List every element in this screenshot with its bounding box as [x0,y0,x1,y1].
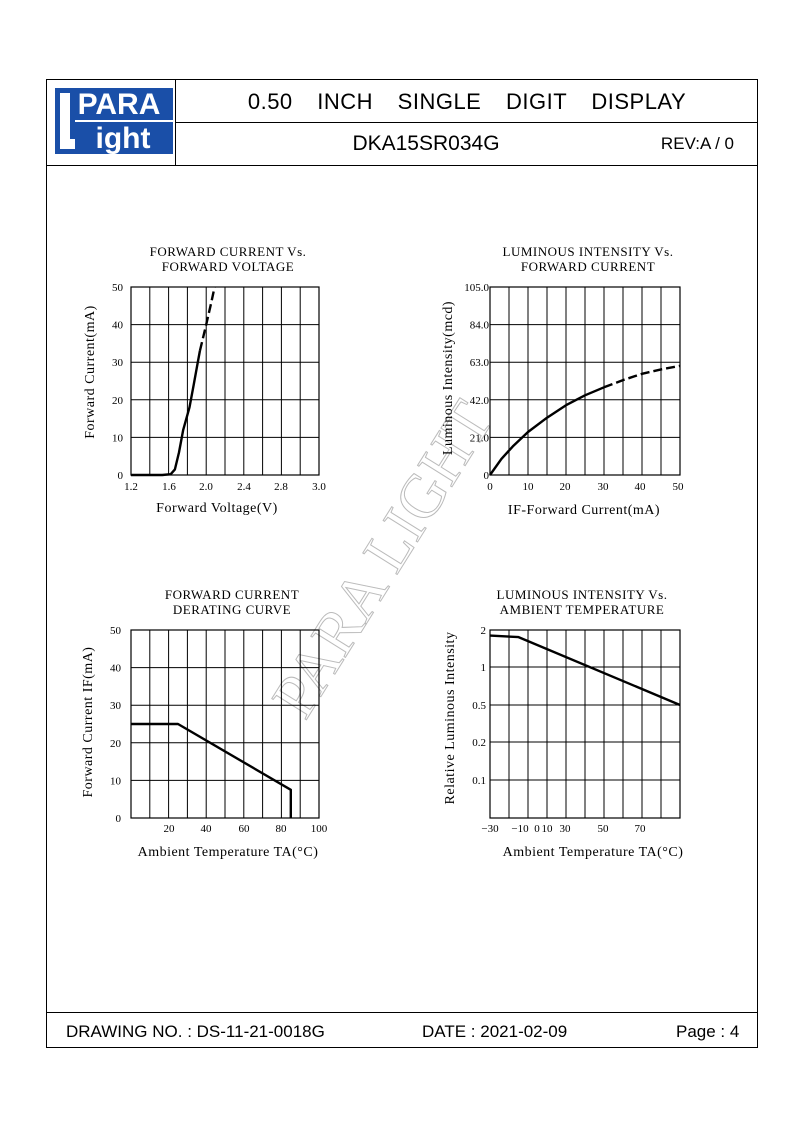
page-border [46,79,758,1048]
y-tick-label: 30 [112,357,124,369]
part-number: DKA15SR034G [352,132,500,155]
series-line-1 [131,350,202,477]
chart-title: LUMINOUS INTENSITY Vs. [503,244,674,259]
y-tick-label: 2 [481,625,487,637]
x-tick-label: 30 [598,481,610,493]
x-tick-label: 60 [239,823,251,835]
y-tick-label: 0 [484,470,490,482]
y-axis-label: Luminous Intensity(mcd) [441,301,456,455]
y-tick-label: 10 [112,432,124,444]
header-divider-bottom [46,165,758,166]
para-light-logo: PARA ight [55,88,173,155]
chart-grid [489,629,681,819]
x-tick-label: 80 [276,823,288,835]
x-tick-label: 10 [523,481,535,493]
x-tick-label: 2.8 [274,481,288,493]
x-tick-label: 20 [164,823,176,835]
x-axis-label: IF-Forward Current(mA) [508,503,660,518]
y-tick-label: 21.0 [470,432,490,444]
chart-4: LUMINOUS INTENSITY Vs.AMBIENT TEMPERATUR… [443,587,683,860]
plot-frame [130,286,320,476]
chart-2: LUMINOUS INTENSITY Vs.FORWARD CURRENT 0 10… [441,244,684,518]
x-tick-label: 1.2 [124,481,138,493]
y-axis-label: Relative Luminous Intensity [443,632,458,805]
logo-bottom-text: ight [96,122,151,155]
chart-title: FORWARD CURRENT Vs. [150,244,307,259]
x-tick-label: 2.4 [237,481,251,493]
y-tick-label: 0.2 [472,737,486,749]
logo-l-inner [60,93,70,149]
x-tick-label: 50 [598,823,610,835]
x-axis-label: Forward Voltage(V) [156,501,278,516]
y-tick-label: 0 [116,813,122,825]
series-line-2 [603,364,681,389]
x-tick-label: 30 [560,823,572,835]
series-line-1 [489,386,605,476]
chart-subtitle: FORWARD VOLTAGE [162,259,295,274]
x-tick-label: 70 [635,823,647,835]
plot-frame [489,286,681,476]
x-tick-label: 1.6 [162,481,176,493]
chart-title: LUMINOUS INTENSITY Vs. [497,587,668,602]
series-line-2 [198,286,216,352]
x-tick-label: −30 [481,823,499,835]
y-tick-label: 105.0 [464,282,489,294]
logo-l-foot [60,139,75,149]
y-tick-label: 63.0 [470,357,490,369]
header-divider-middle [175,122,758,123]
footer-divider [46,1012,758,1013]
logo-bottom-block [75,122,173,154]
x-tick-label: 50 [673,481,685,493]
x-tick-label: 0 [534,823,540,835]
y-axis-label: Forward Current IF(mA) [81,647,96,798]
logo-top-text: PARA [78,88,161,121]
y-tick-label: 30 [110,700,122,712]
x-axis-label: Ambient Temperature TA(°C) [138,845,319,860]
series-line-1 [131,722,292,818]
y-tick-label: 0.1 [472,775,486,787]
y-tick-label: 1 [481,662,487,674]
y-tick-label: 20 [112,395,124,407]
logo-top-block [61,88,173,120]
x-tick-label: 10 [542,823,554,835]
plot-frame [489,629,681,819]
y-tick-label: 42.0 [470,395,490,407]
chart-subtitle: AMBIENT TEMPERATURE [500,602,665,617]
x-tick-label: 2.0 [199,481,213,493]
chart-grid [489,286,681,476]
revision-label: REV:A / 0 [660,134,734,153]
y-tick-label: 0 [118,470,124,482]
x-tick-label: 3.0 [312,481,326,493]
x-tick-label: 100 [311,823,328,835]
x-tick-label: 40 [635,481,647,493]
y-tick-label: 84.0 [470,320,490,332]
page-number: Page : 4 [676,1022,740,1041]
y-axis-label: Forward Current(mA) [83,305,98,439]
x-tick-label: −10 [511,823,529,835]
chart-subtitle: FORWARD CURRENT [521,259,655,274]
y-tick-label: 50 [112,282,124,294]
y-tick-label: 40 [110,663,122,675]
series-line-1 [489,634,681,707]
chart-1: FORWARD CURRENT Vs.FORWARD VOLTAGE 1.2 1.6… [83,244,326,516]
chart-title: FORWARD CURRENT [165,587,299,602]
y-tick-label: 20 [110,738,122,750]
chart-grid [130,286,320,476]
y-tick-label: 0.5 [472,700,486,712]
y-tick-label: 50 [110,625,122,637]
x-tick-label: 0 [487,481,493,493]
x-tick-label: 20 [560,481,572,493]
x-tick-label: 40 [201,823,213,835]
x-axis-label: Ambient Temperature TA(°C) [503,845,684,860]
document-title: 0.50 INCH SINGLE DIGIT DISPLAY [247,89,687,114]
chart-subtitle: DERATING CURVE [173,602,291,617]
y-tick-label: 10 [110,775,122,787]
y-tick-label: 40 [112,320,124,332]
document-date: DATE : 2021-02-09 [422,1022,568,1041]
drawing-number: DRAWING NO. : DS-11-21-0018G [66,1022,325,1041]
